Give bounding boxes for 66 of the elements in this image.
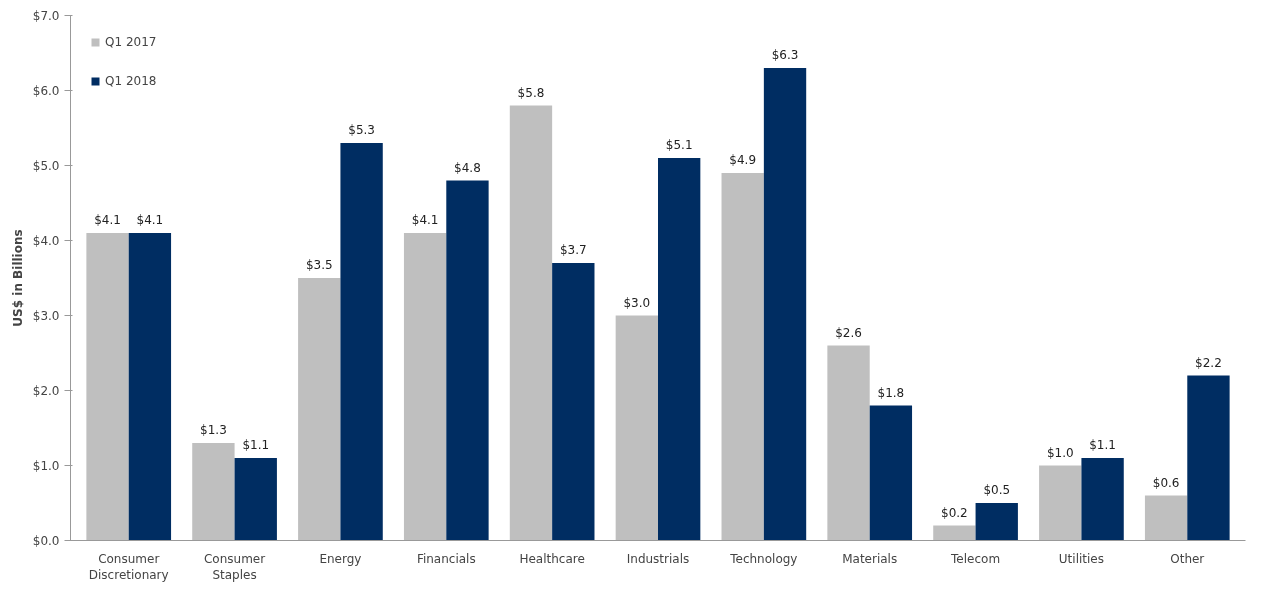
data-label: $6.3	[771, 48, 799, 62]
legend-label: Q1 2018	[105, 74, 157, 88]
bar	[615, 315, 658, 541]
data-label: $1.1	[242, 438, 270, 452]
bar	[827, 345, 870, 541]
y-tick-label: $4.0	[32, 233, 60, 248]
x-tick-label: Healthcare	[519, 551, 585, 566]
bar	[234, 458, 277, 541]
x-tick-label: Financials	[416, 551, 476, 566]
bar	[1144, 495, 1188, 541]
bar	[721, 173, 764, 541]
bar	[192, 443, 235, 541]
bar	[975, 503, 1018, 541]
x-tick-label: Telecom	[950, 551, 1001, 566]
bar	[446, 180, 489, 541]
bar	[86, 233, 129, 541]
bar	[869, 405, 913, 541]
bar	[403, 233, 447, 541]
data-label: $4.9	[729, 153, 757, 167]
data-label: $3.0	[623, 295, 651, 310]
data-label: $3.5	[305, 258, 333, 272]
x-tick-label: Consumer Staples	[203, 551, 266, 583]
bar	[1187, 375, 1230, 541]
x-tick-label: Materials	[842, 551, 898, 566]
bar	[763, 68, 807, 541]
bar	[1039, 465, 1082, 541]
bar	[128, 233, 172, 541]
data-label: $1.8	[877, 385, 905, 400]
y-tick-label: $1.0	[32, 458, 60, 473]
data-label: $1.0	[1046, 445, 1074, 460]
data-label: $1.1	[1089, 438, 1116, 452]
data-label: $4.8	[454, 160, 481, 175]
x-tick-label: Technology	[729, 551, 798, 566]
data-label: $5.8	[517, 85, 545, 100]
y-tick-label: $0.0	[32, 533, 60, 548]
x-tick-label: Industrials	[626, 551, 690, 566]
y-tick-label: $2.0	[32, 383, 60, 398]
bar	[933, 525, 976, 541]
y-axis-title: US$ in Billions	[10, 229, 25, 327]
bar	[509, 105, 553, 541]
data-label: $5.1	[665, 138, 693, 152]
x-tick-label: Energy	[319, 551, 362, 566]
y-tick-label: $6.0	[32, 83, 60, 98]
y-tick-label: $5.0	[32, 158, 60, 173]
y-tick-label: $3.0	[32, 308, 60, 323]
data-label: $0.6	[1152, 475, 1180, 490]
data-label: $4.1	[411, 213, 439, 227]
data-label: $0.5	[983, 483, 1011, 497]
x-tick-label: Consumer Discretionary	[88, 551, 169, 583]
bar	[340, 143, 383, 541]
data-label: $3.7	[559, 243, 587, 257]
x-tick-label: Utilities	[1058, 551, 1105, 566]
y-tick-label: $7.0	[32, 8, 60, 23]
bar	[552, 263, 595, 541]
data-label: $0.2	[941, 505, 968, 520]
bar	[658, 158, 701, 541]
data-label: $5.3	[348, 123, 375, 137]
x-tick-label: Other	[1170, 551, 1205, 566]
data-label: $1.3	[200, 423, 227, 437]
data-label: $2.6	[835, 325, 862, 340]
legend-label: Q1 2017	[105, 35, 157, 49]
bar	[1081, 458, 1124, 541]
data-label: $2.2	[1195, 355, 1222, 370]
bar	[298, 278, 341, 541]
data-label: $4.1	[136, 213, 164, 227]
data-label: $4.1	[94, 213, 121, 227]
